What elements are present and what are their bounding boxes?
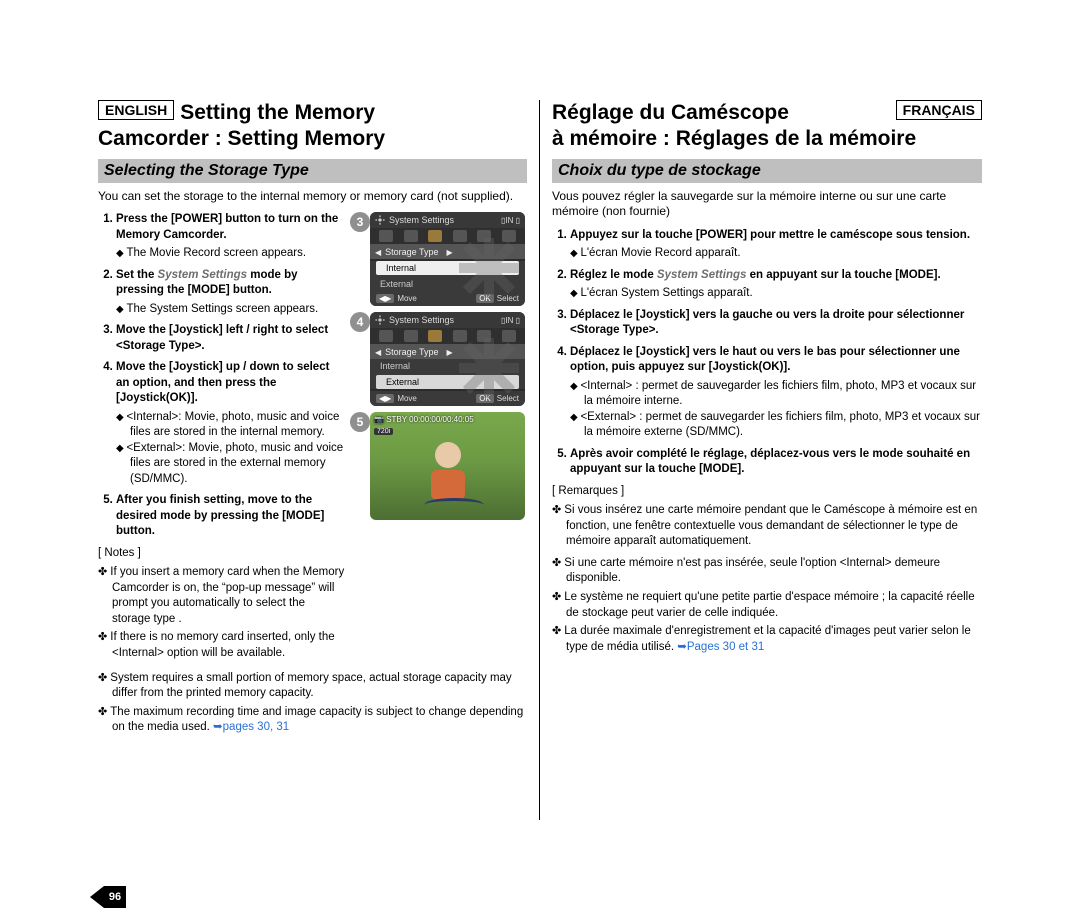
steps-list-right: Appuyez sur la touche [POWER] pour mettr… (552, 228, 982, 478)
language-badge-english: ENGLISH (98, 100, 174, 120)
storage-type-label: Storage Type (385, 247, 438, 257)
screenshot-5: 5 📷 STBY 00:00:00/00:40:05 720i (352, 412, 527, 520)
steps-col-right: Appuyez sur la touche [POWER] pour mettr… (552, 228, 982, 655)
screenshot-badge: 4 (350, 312, 370, 332)
notes-list-full-left: System requires a small portion of memor… (98, 671, 527, 736)
title-row-left: ENGLISH Setting the Memory (98, 100, 527, 126)
step-item: Réglez le mode System Settings en appuya… (570, 268, 982, 302)
title-line2-right: à mémoire : Réglages de la mémoire (552, 126, 982, 152)
screenshot-badge: 3 (350, 212, 370, 232)
gear-watermark-icon (459, 238, 519, 298)
step-item: Press the [POWER] button to turn on the … (116, 212, 346, 262)
manual-page: ENGLISH Setting the Memory Camcorder : S… (90, 100, 990, 820)
intro-text-right: Vous pouvez régler la sauvegarde sur la … (552, 189, 982, 220)
step-item: Après avoir complété le réglage, déplace… (570, 447, 982, 478)
gear-watermark-icon (459, 338, 519, 398)
preview-subject (424, 442, 472, 512)
body-row-left: Press the [POWER] button to turn on the … (98, 212, 527, 664)
screenshot-3: 3 System Settings ▯IN ▯ (352, 212, 527, 306)
page-link[interactable]: ➥Pages 30 et 31 (677, 641, 764, 653)
title-line2-left: Camcorder : Setting Memory (98, 126, 527, 152)
page-number: 96 (104, 886, 126, 908)
notes-label-right: [ Remarques ] (552, 484, 982, 500)
step-item: After you finish setting, move to the de… (116, 493, 346, 540)
column-french: Réglage du Caméscope FRANÇAIS à mémoire … (540, 100, 990, 820)
step-item: Déplacez le [Joystick] vers la gauche ou… (570, 308, 982, 339)
title-line1-left: Setting the Memory (180, 100, 375, 126)
stby-timecode: STBY 00:00:00/00:40:05 (386, 415, 473, 424)
screenshots-column: 3 System Settings ▯IN ▯ (352, 212, 527, 664)
record-icon: 📷 (374, 415, 384, 424)
notes-list-full-right: Si une carte mémoire n'est pas insérée, … (552, 556, 982, 655)
step-item: Set the System Settings mode by pressing… (116, 268, 346, 318)
notes-list-top-right: Si vous insérez une carte mémoire pendan… (552, 503, 982, 550)
screenshot-header: System Settings (389, 315, 454, 325)
memory-icon: ▯IN ▯ (501, 316, 520, 325)
gear-icon (375, 215, 385, 225)
screenshot-4: 4 System Settings ▯IN ▯ (352, 312, 527, 406)
section-subhead-right: Choix du type de stockage (552, 159, 982, 183)
gear-icon (375, 315, 385, 325)
camcorder-preview: 📷 STBY 00:00:00/00:40:05 720i (370, 412, 525, 520)
intro-text-left: You can set the storage to the internal … (98, 189, 527, 205)
language-badge-french: FRANÇAIS (896, 100, 982, 120)
title-line1-right: Réglage du Caméscope (552, 100, 789, 126)
page-link[interactable]: ➥pages 30, 31 (213, 721, 289, 733)
steps-list-left: Press the [POWER] button to turn on the … (98, 212, 346, 540)
screenshot-badge: 5 (350, 412, 370, 432)
notes-list-top-left: If you insert a memory card when the Mem… (98, 565, 346, 661)
memory-icon: ▯IN ▯ (501, 216, 520, 225)
screenshot-header: System Settings (389, 215, 454, 225)
section-subhead-left: Selecting the Storage Type (98, 159, 527, 183)
title-row-right: Réglage du Caméscope FRANÇAIS (552, 100, 982, 126)
step-item: Move the [Joystick] up / down to select … (116, 360, 346, 487)
step-item: Move the [Joystick] left / right to sele… (116, 323, 346, 354)
column-english: ENGLISH Setting the Memory Camcorder : S… (90, 100, 540, 820)
notes-label-left: [ Notes ] (98, 546, 346, 562)
step-item: Déplacez le [Joystick] vers le haut ou v… (570, 345, 982, 441)
steps-col-left: Press the [POWER] button to turn on the … (98, 212, 346, 664)
step-item: Appuyez sur la touche [POWER] pour mettr… (570, 228, 982, 262)
storage-type-label: Storage Type (385, 347, 438, 357)
resolution-badge: 720i (374, 428, 393, 435)
